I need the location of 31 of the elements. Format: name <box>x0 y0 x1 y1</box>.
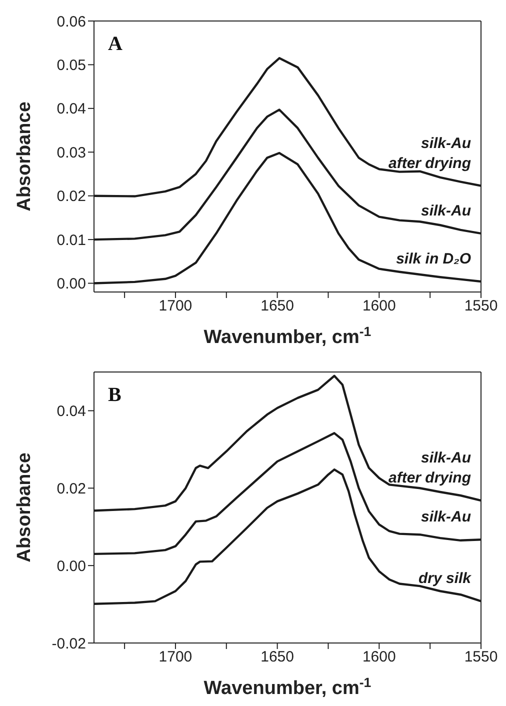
series-label: dry silk <box>418 570 472 588</box>
x-tick-label: 1600 <box>362 298 396 315</box>
x-tick-label: 1550 <box>464 298 498 315</box>
y-tick-label: 0.06 <box>56 13 86 30</box>
text: B <box>108 384 122 406</box>
x-tick-label: 1600 <box>362 648 396 666</box>
y-tick-label: 0.04 <box>56 403 86 420</box>
y-tick-label: 0.05 <box>56 57 86 74</box>
y-tick-label: -0.02 <box>52 635 86 652</box>
x-tick-label: 1650 <box>260 298 294 315</box>
x-axis-title: Wavenumber, cm$^{-1}$ <box>204 674 372 699</box>
y-tick-label: 0.04 <box>56 100 86 118</box>
x-tick-label: 1650 <box>260 648 294 666</box>
x-tick-label: 1700 <box>158 298 192 315</box>
y-tick-label: 0.00 <box>56 558 86 575</box>
y-tick-label: 0.01 <box>56 232 86 249</box>
series-label: silk-Au <box>420 508 471 526</box>
y-tick-label: 0.02 <box>56 188 86 206</box>
y-axis-title: Absorbance <box>14 102 35 212</box>
series-label: silk in D₂O <box>396 250 472 268</box>
x-tick-label: 1700 <box>158 648 192 666</box>
y-tick-label: 0.03 <box>56 144 86 162</box>
series-label: silk-Au <box>420 202 471 220</box>
y-axis-title: Absorbance <box>14 452 35 562</box>
y-tick-label: 0.02 <box>56 480 86 498</box>
y-tick-label: 0.00 <box>56 276 86 293</box>
x-tick-label: 1550 <box>464 648 498 666</box>
series-label: silk-Au after drying <box>388 134 471 172</box>
text: A <box>108 33 123 55</box>
x-axis-title: Wavenumber, cm$^{-1}$ <box>204 324 372 348</box>
series-label: silk-Au after drying <box>388 450 471 487</box>
